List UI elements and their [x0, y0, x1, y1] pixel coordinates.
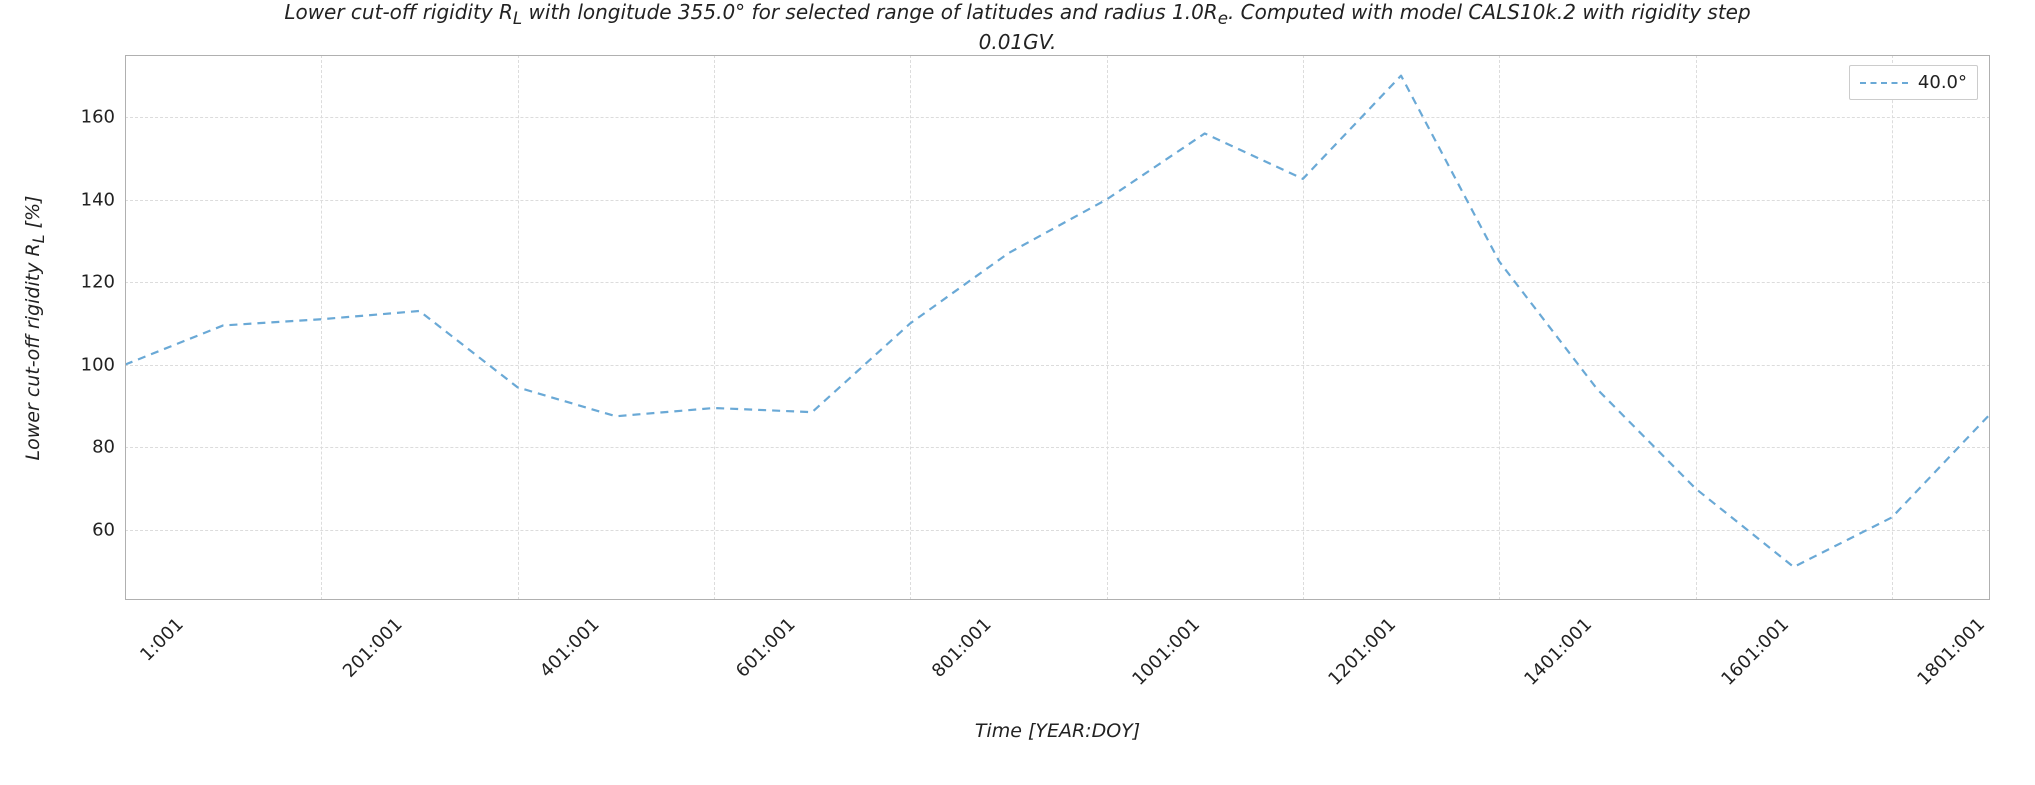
x-tick-label: 1601:001: [1717, 614, 1793, 690]
y-axis-label: Lower cut-off rigidity RL [%]: [22, 195, 48, 460]
y-tick-label: 100: [70, 354, 115, 375]
y-tick-label: 80: [70, 437, 115, 458]
x-tick-label: 401:001: [536, 614, 604, 682]
x-tick-label: 1201:001: [1324, 614, 1400, 690]
x-tick-label: 201:001: [339, 614, 407, 682]
chart-title-line1: Lower cut-off rigidity RL with longitude…: [130, 0, 1905, 30]
y-tick-label: 120: [70, 272, 115, 293]
x-tick-label: 801:001: [928, 614, 996, 682]
chart-title: Lower cut-off rigidity RL with longitude…: [0, 0, 2035, 55]
y-tick-label: 140: [70, 189, 115, 210]
series-path: [125, 76, 1990, 567]
y-tick-label: 160: [70, 106, 115, 127]
x-tick-label: 1401:001: [1520, 614, 1596, 690]
legend-swatch: [1860, 82, 1908, 84]
line-series: [125, 55, 1990, 600]
chart-title-line2: 0.01GV.: [130, 30, 1905, 55]
x-tick-label: 601:001: [732, 614, 800, 682]
x-tick-label: 1801:001: [1913, 614, 1989, 690]
x-tick-label: 1:001: [136, 614, 188, 666]
x-axis-label: Time [YEAR:DOY]: [975, 720, 1140, 742]
plot-area: 40.0°: [125, 55, 1990, 600]
x-tick-label: 1001:001: [1128, 614, 1204, 690]
legend: 40.0°: [1849, 65, 1978, 100]
legend-label: 40.0°: [1918, 72, 1967, 93]
y-tick-label: 60: [70, 519, 115, 540]
figure: Lower cut-off rigidity RL with longitude…: [0, 0, 2035, 785]
